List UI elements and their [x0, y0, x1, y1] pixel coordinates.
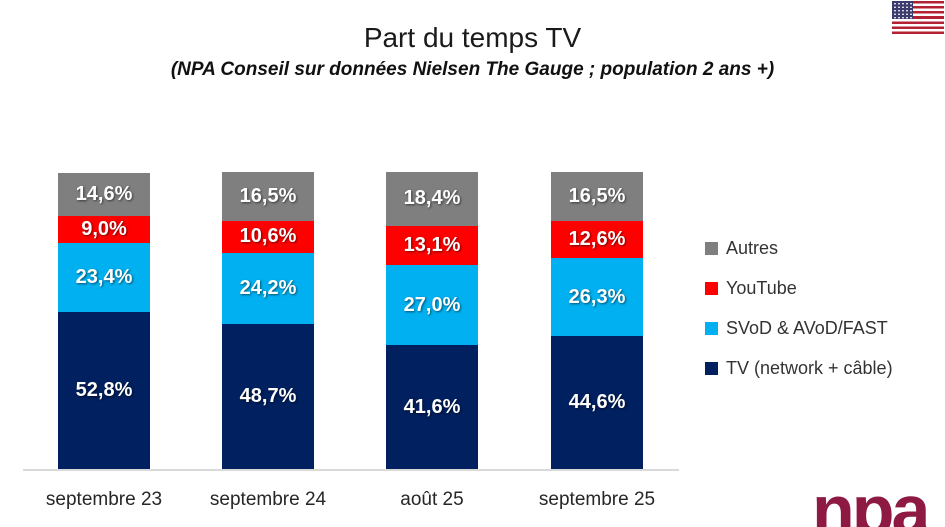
segment-tv-network-c-ble: 41,6% [386, 345, 478, 469]
data-label: 41,6% [403, 395, 461, 418]
legend-swatch-icon [705, 321, 718, 335]
data-label: 27,0% [403, 293, 461, 316]
x-axis-label: septembre 23 [45, 489, 163, 510]
segment-autres: 18,4% [386, 171, 478, 227]
data-label: 24,2% [239, 276, 297, 299]
legend-label: YouTube [726, 277, 797, 298]
npa-logo: npa [812, 475, 930, 527]
x-axis-line [23, 469, 679, 471]
segment-autres: 16,5% [551, 172, 643, 221]
legend-label: Autres [726, 237, 779, 258]
segment-svod-avod-fast: 23,4% [58, 242, 150, 313]
bar-septembre-25: 16,5% 12,6% 26,3% 44,6% [551, 172, 643, 469]
data-label: 52,8% [75, 379, 133, 402]
x-axis-label: septembre 25 [538, 489, 656, 510]
data-label: 16,5% [568, 185, 626, 207]
segment-autres: 14,6% [58, 172, 150, 216]
us-flag-canton [892, 1, 913, 19]
data-label: 26,3% [568, 285, 626, 308]
chart-legend: Autres YouTube SVoD & AVoD/FAST TV (network… [705, 236, 893, 396]
data-label: 13,1% [403, 234, 461, 257]
data-label: 48,7% [239, 385, 297, 408]
legend-item-tv-network-c-ble: TV (network + câble) [705, 356, 893, 380]
data-label: 9,0% [81, 217, 127, 240]
segment-youtube: 12,6% [551, 221, 643, 259]
segment-svod-avod-fast: 26,3% [551, 258, 643, 337]
legend-swatch-icon [705, 281, 718, 295]
legend-label: TV (network + câble) [726, 357, 893, 378]
legend-swatch-icon [705, 361, 718, 375]
segment-youtube: 13,1% [386, 226, 478, 266]
legend-item-autres: Autres [705, 236, 893, 260]
data-label: 23,4% [75, 265, 133, 288]
legend-label: SVoD & AVoD/FAST [726, 317, 888, 338]
data-label: 12,6% [568, 228, 626, 251]
segment-youtube: 9,0% [58, 215, 150, 243]
data-label: 16,5% [239, 185, 297, 207]
chart-subtitle: (NPA Conseil sur données Nielsen The Gau… [170, 59, 775, 80]
data-label: 18,4% [403, 187, 461, 210]
us-flag-icon [892, 1, 944, 34]
data-label: 44,6% [568, 391, 626, 414]
npa-logo-text: npa [812, 471, 930, 527]
legend-item-youtube: YouTube [705, 276, 893, 300]
segment-autres: 16,5% [222, 172, 314, 221]
legend-swatch-icon [705, 241, 718, 255]
bar-septembre-24: 16,5% 10,6% 24,2% 48,7% [222, 172, 314, 469]
segment-tv-network-c-ble: 52,8% [58, 312, 150, 469]
data-label: 10,6% [239, 225, 297, 248]
segment-tv-network-c-ble: 44,6% [551, 336, 643, 469]
segment-tv-network-c-ble: 48,7% [222, 324, 314, 469]
bar-septembre-23: 14,6% 9,0% 23,4% 52,8% [58, 172, 150, 469]
bar-ao-t-25: 18,4% 13,1% 27,0% 41,6% [386, 171, 478, 469]
x-axis-label: septembre 24 [209, 489, 327, 510]
x-axis-label: août 25 [400, 489, 464, 510]
chart-title: Part du temps TV [363, 22, 582, 53]
segment-youtube: 10,6% [222, 221, 314, 253]
segment-svod-avod-fast: 24,2% [222, 252, 314, 325]
data-label: 14,6% [75, 182, 133, 205]
legend-item-svod-avod-fast: SVoD & AVoD/FAST [705, 316, 893, 340]
segment-svod-avod-fast: 27,0% [386, 265, 478, 346]
